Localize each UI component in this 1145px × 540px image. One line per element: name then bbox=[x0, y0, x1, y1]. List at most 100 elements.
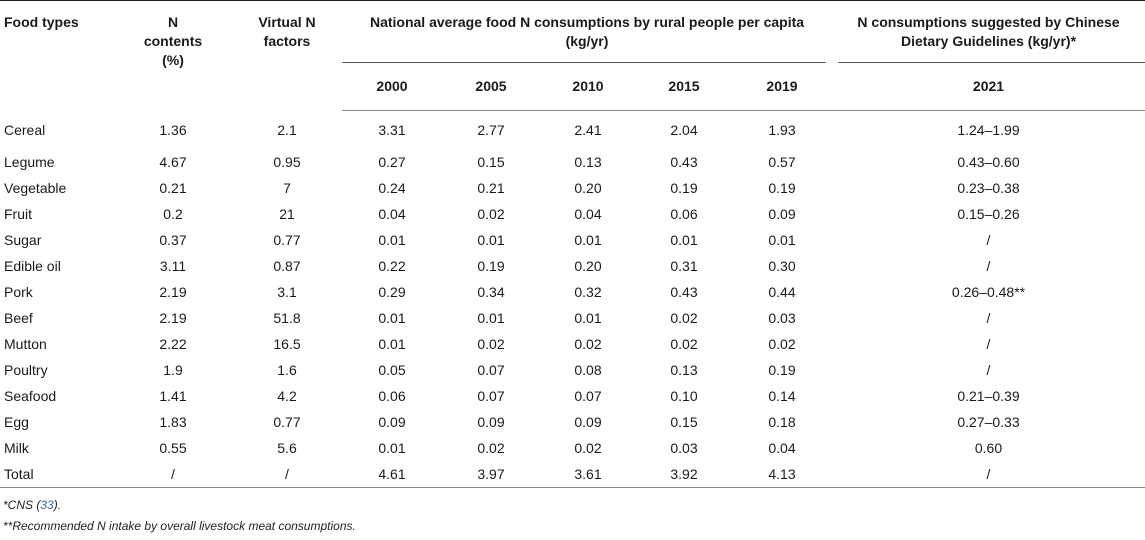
value-2005-cell: 0.02 bbox=[477, 440, 505, 456]
n-content-cell: 2.19 bbox=[159, 284, 187, 300]
guideline-cell: 0.60 bbox=[974, 440, 1003, 456]
food-type-cell: Cereal bbox=[4, 121, 46, 138]
virtual-n-cell: 0.77 bbox=[273, 414, 301, 430]
table-row: Cereal 1.36 2.1 3.31 2.77 2.41 2.04 1.93 1.24–1.… bbox=[0, 111, 1145, 150]
value-2000-cell: 0.27 bbox=[378, 154, 406, 170]
n-content-cell: 1.41 bbox=[159, 388, 187, 404]
table-row: Fruit 0.2 21 0.04 0.02 0.04 0.06 0.09 0.15–0.26 bbox=[0, 201, 1145, 227]
value-2015-cell: 2.04 bbox=[670, 122, 698, 138]
value-2015-cell: 3.92 bbox=[636, 461, 732, 488]
n-content-cell: 1.36 bbox=[159, 121, 187, 138]
virtual-n-cell: 4.2 bbox=[277, 388, 297, 404]
virtual-n-cell: 0.87 bbox=[273, 258, 301, 274]
n-content-cell: 1.9 bbox=[163, 362, 183, 378]
header-year-2010: 2010 bbox=[540, 63, 636, 111]
value-2005-cell: 0.01 bbox=[477, 310, 505, 326]
value-2015-cell: 0.43 bbox=[670, 154, 698, 170]
value-2000-cell: 0.04 bbox=[378, 206, 406, 222]
guideline-cell: / bbox=[986, 362, 991, 378]
food-type-cell: Mutton bbox=[4, 336, 47, 352]
value-2019-cell: 4.13 bbox=[732, 461, 832, 488]
guideline-cell: 0.26–0.48** bbox=[951, 284, 1026, 300]
value-2000-cell: 0.01 bbox=[378, 336, 406, 352]
table-row: Total //4.61 3.97 3.61 3.92 4.13/ bbox=[0, 461, 1145, 488]
value-2015-cell: 0.13 bbox=[670, 362, 698, 378]
value-2005-cell: 0.15 bbox=[477, 154, 505, 170]
value-2010-cell: 2.41 bbox=[574, 122, 602, 138]
value-2019-cell: 1.93 bbox=[768, 122, 796, 138]
n-content-cell: 4.67 bbox=[159, 154, 187, 170]
value-2015-cell: 0.02 bbox=[670, 336, 698, 352]
header-year-2015: 2015 bbox=[636, 63, 732, 111]
virtual-n-cell: 1.6 bbox=[277, 362, 297, 378]
value-2015-cell: 0.03 bbox=[670, 440, 698, 456]
value-2000-cell: 0.01 bbox=[378, 232, 406, 248]
value-2005-cell: 0.09 bbox=[477, 414, 505, 430]
food-type-cell: Poultry bbox=[4, 362, 48, 378]
value-2010-cell: 0.02 bbox=[574, 336, 602, 352]
value-2010-cell: 0.09 bbox=[574, 414, 602, 430]
guideline-cell: 0.21–0.39 bbox=[957, 388, 1020, 404]
value-2000-cell: 0.01 bbox=[378, 440, 406, 456]
value-2015-cell: 0.10 bbox=[670, 388, 698, 404]
table-row: Poultry 1.9 1.6 0.05 0.07 0.08 0.13 0.19 / bbox=[0, 357, 1145, 383]
value-2005-cell: 0.02 bbox=[477, 206, 505, 222]
n-content-cell: 0.21 bbox=[159, 180, 187, 196]
header-year-2021: 2021 bbox=[832, 63, 1145, 111]
table-row: Milk 0.55 5.6 0.01 0.02 0.02 0.03 0.04 0.60 bbox=[0, 435, 1145, 461]
value-2010-cell: 0.01 bbox=[574, 310, 602, 326]
value-2019-cell: 0.14 bbox=[768, 388, 796, 404]
value-2010-cell: 0.20 bbox=[574, 258, 602, 274]
footnotes: *CNS (33). **Recommended N intake by ove… bbox=[3, 495, 356, 537]
citation-link[interactable]: 33 bbox=[40, 498, 54, 512]
guideline-cell: / bbox=[986, 258, 991, 274]
guideline-cell: / bbox=[986, 310, 991, 326]
header-guideline-group: N consumptions suggested by Chinese Diet… bbox=[832, 0, 1145, 63]
value-2015-cell: 0.02 bbox=[670, 310, 698, 326]
value-2005-cell: 0.01 bbox=[477, 232, 505, 248]
food-type-cell: Vegetable bbox=[4, 180, 67, 196]
value-2010-cell: 0.01 bbox=[574, 232, 602, 248]
footnote-2: **Recommended N intake by overall livest… bbox=[3, 519, 356, 533]
table-row: Legume 4.67 0.95 0.27 0.15 0.13 0.43 0.57 0.43–0… bbox=[0, 149, 1145, 175]
value-2005-cell: 0.07 bbox=[477, 388, 505, 404]
n-content-cell: 0.37 bbox=[159, 232, 187, 248]
value-2019-cell: 0.04 bbox=[768, 440, 796, 456]
value-2010-cell: 0.32 bbox=[574, 284, 602, 300]
table-row: Sugar 0.37 0.77 0.01 0.01 0.01 0.01 0.01 / bbox=[0, 227, 1145, 253]
table-row: Edible oil 3.11 0.87 0.22 0.19 0.20 0.31 0.30 / bbox=[0, 253, 1145, 279]
food-type-cell: Fruit bbox=[4, 206, 32, 222]
value-2000-cell: 0.05 bbox=[378, 362, 406, 378]
value-2005-cell: 0.21 bbox=[477, 180, 505, 196]
value-2010-cell: 0.04 bbox=[574, 206, 602, 222]
value-2015-cell: 0.15 bbox=[670, 414, 698, 430]
virtual-n-cell: 0.77 bbox=[273, 232, 301, 248]
header-national-group: National average food N consumptions by … bbox=[342, 0, 832, 63]
food-type-cell: Legume bbox=[4, 154, 55, 170]
virtual-n-cell: / bbox=[232, 461, 342, 488]
food-n-table: Food types N contents (%) Virtual N fact… bbox=[0, 0, 1145, 488]
value-2000-cell: 0.06 bbox=[378, 388, 406, 404]
guideline-cell: / bbox=[986, 336, 991, 352]
guideline-cell: / bbox=[986, 232, 991, 248]
table-row: Mutton 2.22 16.5 0.01 0.02 0.02 0.02 0.02 / bbox=[0, 331, 1145, 357]
value-2005-cell: 0.02 bbox=[477, 336, 505, 352]
n-content-cell: 1.83 bbox=[159, 414, 187, 430]
guideline-cell: 0.43–0.60 bbox=[957, 154, 1020, 170]
value-2015-cell: 0.31 bbox=[670, 258, 698, 274]
guideline-cell: 0.23–0.38 bbox=[957, 180, 1020, 196]
table-body: Cereal 1.36 2.1 3.31 2.77 2.41 2.04 1.93 1.24–1.… bbox=[0, 111, 1145, 488]
value-2019-cell: 0.02 bbox=[768, 336, 796, 352]
value-2015-cell: 0.43 bbox=[670, 284, 698, 300]
value-2019-cell: 0.09 bbox=[768, 206, 796, 222]
table-row: Vegetable 0.21 7 0.24 0.21 0.20 0.19 0.19 0.23–0… bbox=[0, 175, 1145, 201]
value-2010-cell: 0.20 bbox=[574, 180, 602, 196]
value-2000-cell: 3.31 bbox=[378, 122, 406, 138]
value-2019-cell: 0.19 bbox=[768, 180, 796, 196]
value-2019-cell: 0.19 bbox=[768, 362, 796, 378]
food-type-cell: Beef bbox=[4, 310, 33, 326]
n-content-cell: 2.19 bbox=[159, 310, 187, 326]
n-content-cell: 3.11 bbox=[159, 258, 187, 274]
table-row: Seafood 1.41 4.2 0.06 0.07 0.07 0.10 0.14 0.21–0… bbox=[0, 383, 1145, 409]
virtual-n-cell: 0.95 bbox=[273, 154, 301, 170]
